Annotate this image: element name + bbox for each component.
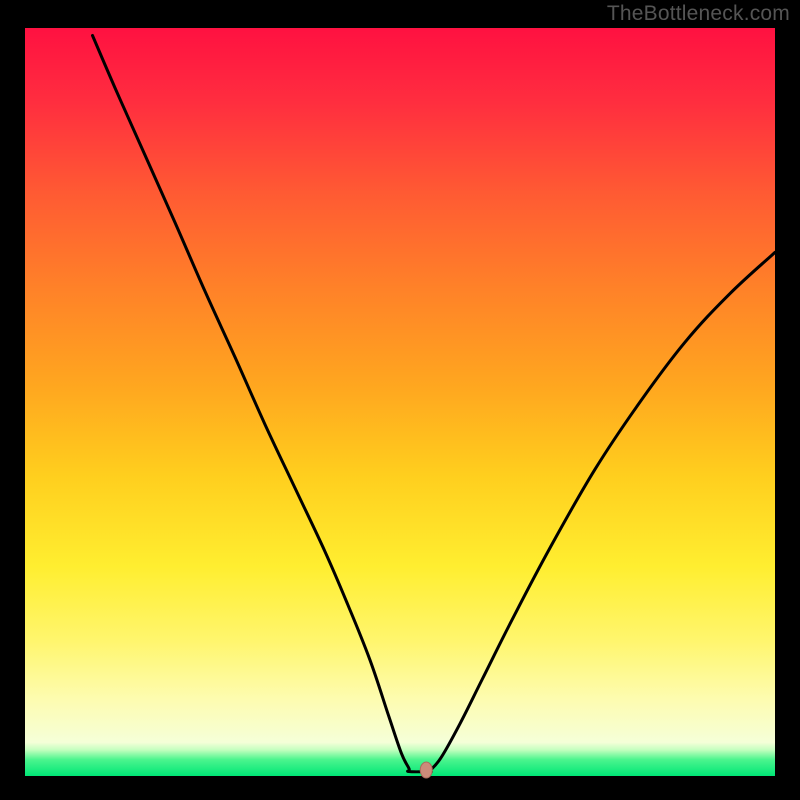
watermark-text: TheBottleneck.com [607, 2, 790, 26]
selection-marker [420, 762, 432, 778]
